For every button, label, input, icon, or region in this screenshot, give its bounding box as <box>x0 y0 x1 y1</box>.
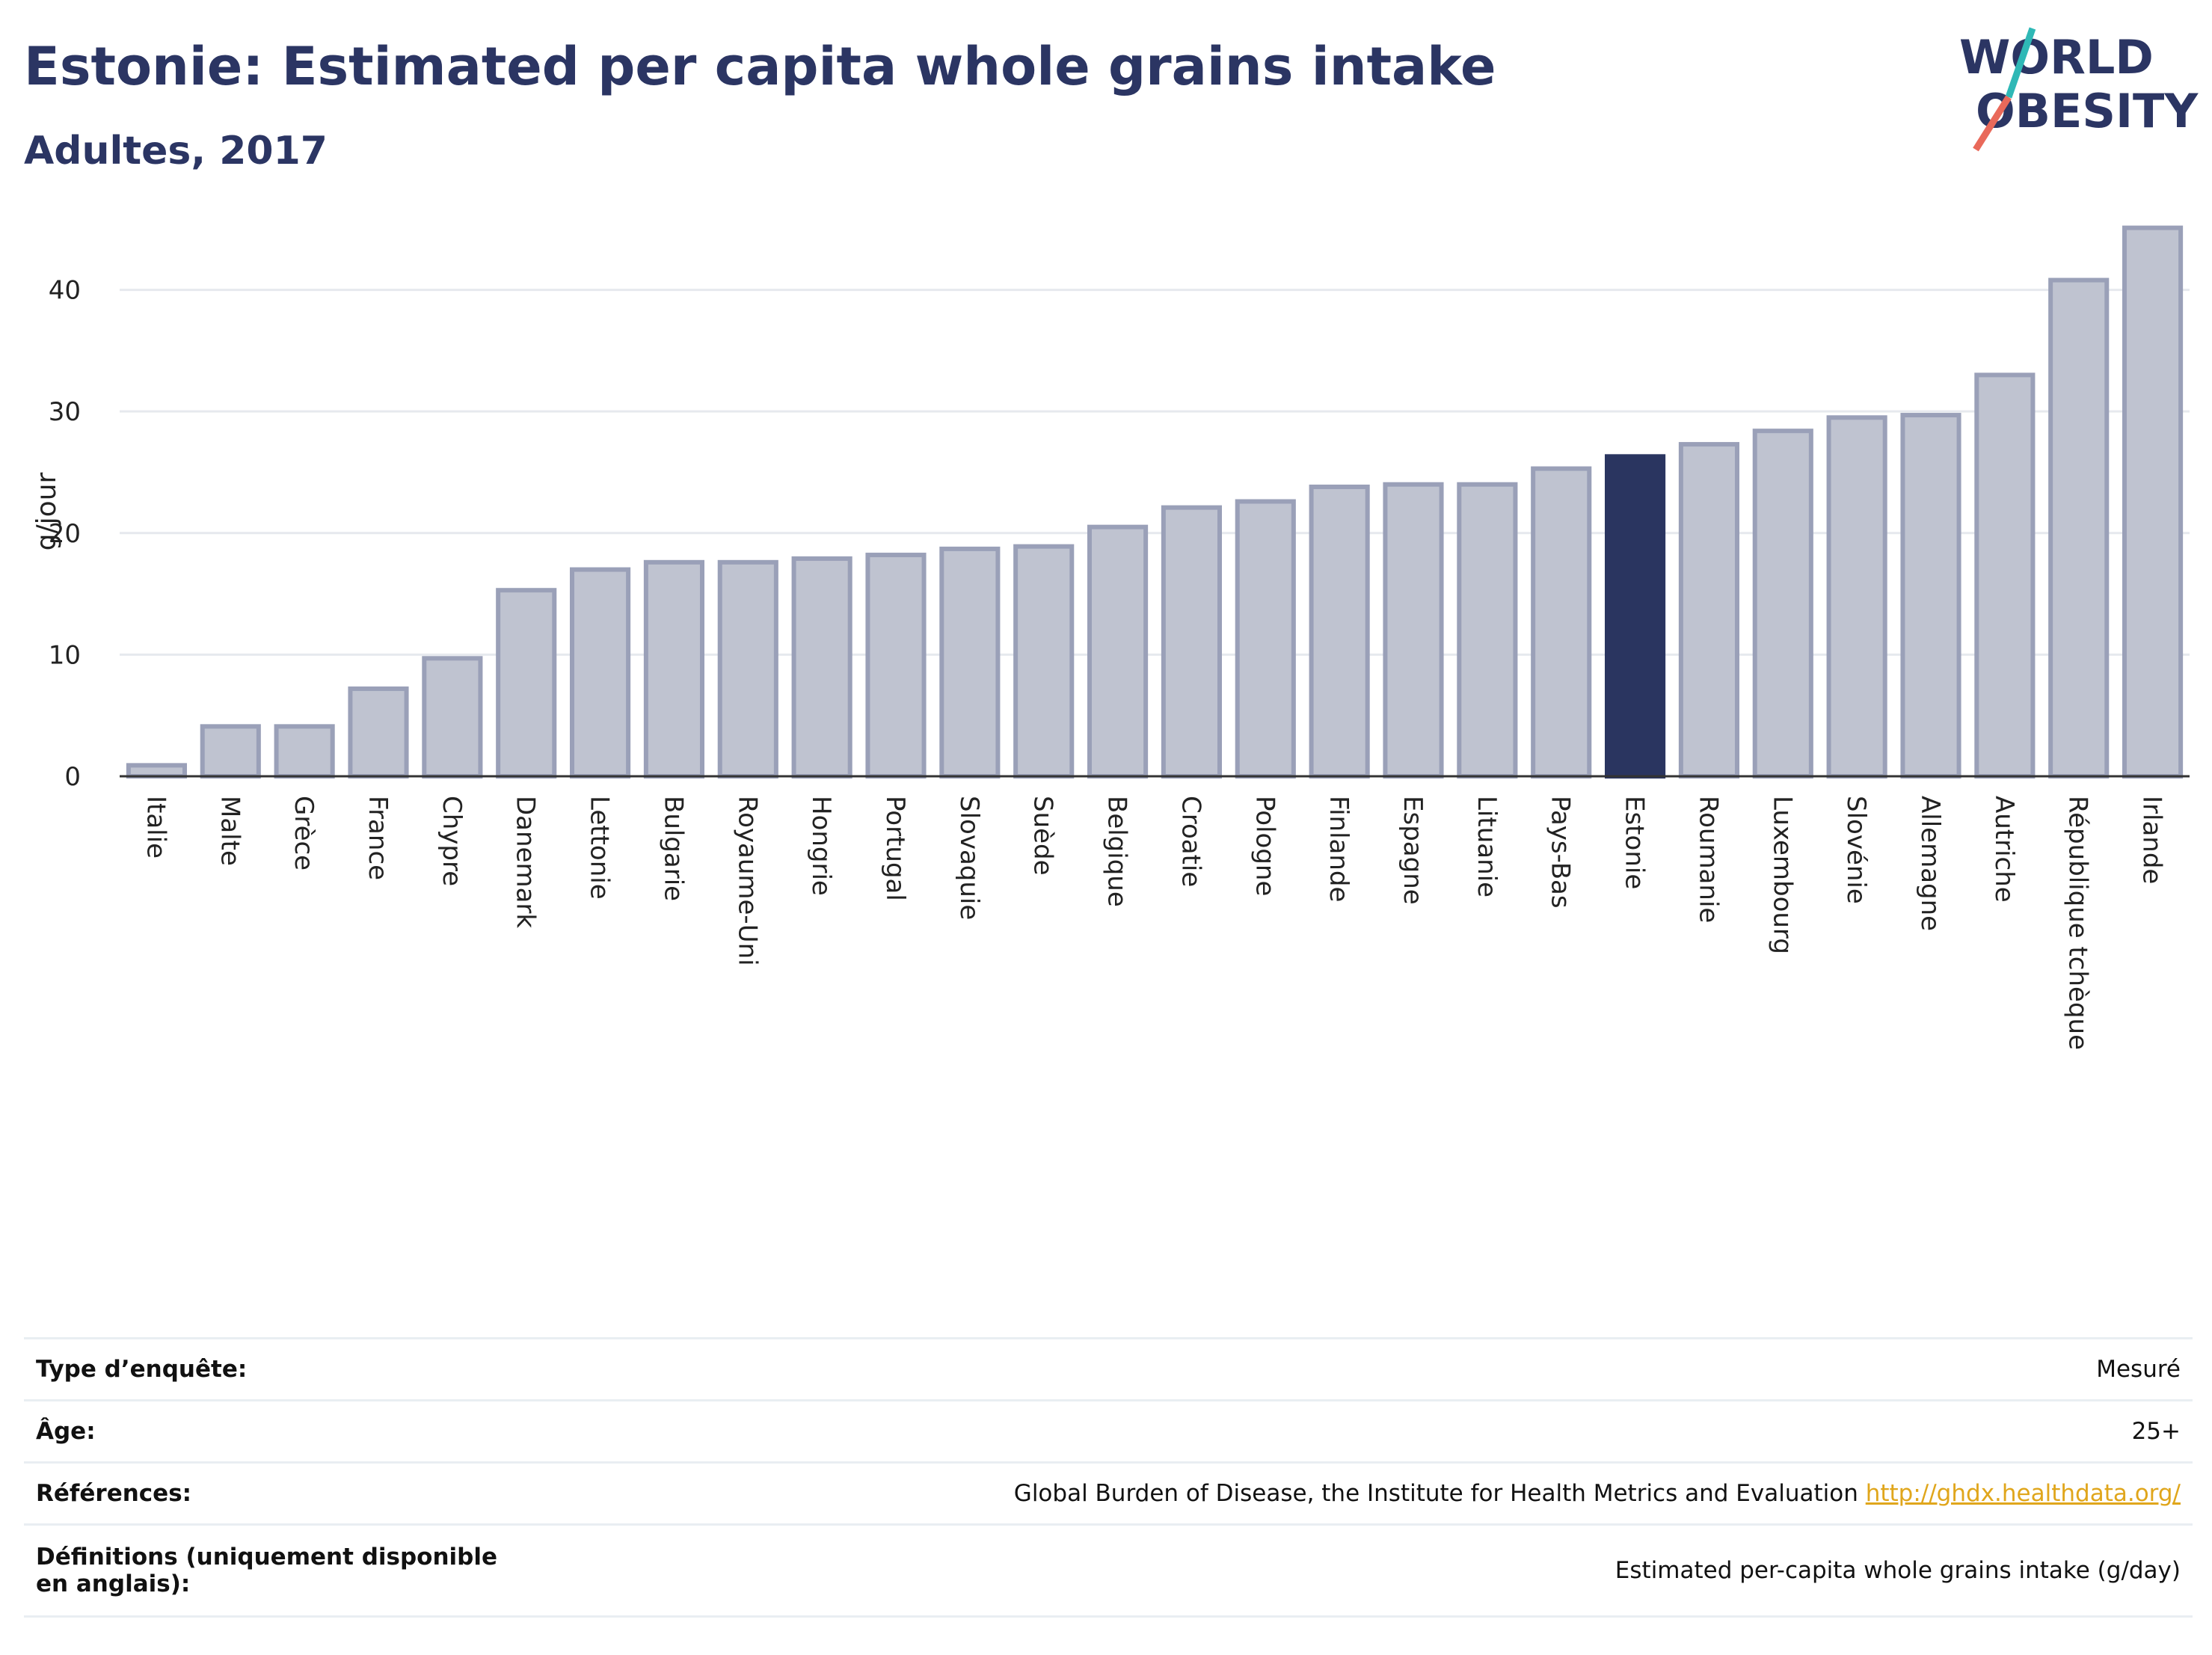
bar-chart: 0 10 20 30 40 g/jour Italie Malte Grèce France Chy… <box>31 225 2190 1050</box>
bar <box>2122 225 2184 779</box>
bar <box>1013 544 1075 779</box>
info-value: Global Burden of Disease, the Institute … <box>1014 1480 2181 1507</box>
bar <box>1309 484 1370 779</box>
x-tick-label: Lettonie <box>585 796 615 900</box>
x-tick-label: Hongrie <box>806 796 836 896</box>
logo-slash-coral <box>1973 95 2012 152</box>
info-label: Âge: <box>36 1418 96 1445</box>
bar <box>496 588 557 779</box>
info-table: Type d’enquête: Mesuré Âge: 25+ Référenc… <box>24 1337 2193 1618</box>
bar <box>1826 415 1887 779</box>
bar <box>1678 442 1739 779</box>
world-obesity-logo: WORLD OBESITY <box>1959 27 2199 152</box>
y-tick-label: 10 <box>49 640 81 670</box>
bar <box>2048 277 2110 779</box>
x-tick-label: Italie <box>141 796 170 859</box>
reference-link[interactable]: http://ghdx.healthdata.org/ <box>1865 1480 2181 1507</box>
x-tick-label: Croatie <box>1176 796 1205 887</box>
bar <box>717 559 778 779</box>
bar <box>1383 482 1444 779</box>
info-row-references: Références: Global Burden of Disease, th… <box>24 1461 2193 1523</box>
x-tick-label: Grèce <box>289 796 319 871</box>
bar <box>1457 482 1518 779</box>
x-tick-label: Slovaquie <box>954 796 984 920</box>
x-tick-label: Pays-Bas <box>1546 796 1576 909</box>
info-label: Définitions (uniquement disponible en an… <box>36 1544 498 1597</box>
info-label: Type d’enquête: <box>36 1356 248 1383</box>
y-tick-label: 30 <box>49 397 81 427</box>
bar <box>126 763 187 779</box>
x-tick-label: Danemark <box>511 796 541 928</box>
reference-text: Global Burden of Disease, the Institute … <box>1013 1480 1858 1507</box>
logo-line-1: WORLD <box>1959 30 2154 85</box>
chart-subtitle: Adultes, 2017 <box>24 129 328 174</box>
y-axis-label: g/jour <box>31 472 62 550</box>
info-row-definitions: Définitions (uniquement disponible en an… <box>24 1523 2193 1618</box>
bar <box>939 546 1001 779</box>
bar <box>1235 499 1296 779</box>
bar <box>200 724 261 779</box>
bar <box>1161 505 1222 779</box>
x-tick-label: Pologne <box>1250 796 1279 896</box>
info-row-age: Âge: 25+ <box>24 1399 2193 1461</box>
x-tick-label: Lituanie <box>1472 796 1502 897</box>
chart-title: Estonie: Estimated per capita whole grai… <box>24 36 1496 97</box>
bar <box>274 724 335 779</box>
x-tick-label: Malte <box>215 796 245 866</box>
x-tick-label: Bulgarie <box>658 796 688 901</box>
x-tick-label: Estonie <box>1620 796 1650 889</box>
logo-slash-teal <box>2005 27 2036 99</box>
bar <box>570 567 631 779</box>
x-tick-label: Royaume-Uni <box>732 796 762 966</box>
bar <box>865 553 927 779</box>
x-tick-label: Belgique <box>1102 796 1132 907</box>
x-tick-label: Espagne <box>1398 796 1428 905</box>
bar-highlighted <box>1605 454 1666 779</box>
bar <box>643 559 704 779</box>
x-tick-label: Slovénie <box>1841 796 1871 904</box>
x-tick-label: Finlande <box>1324 796 1354 902</box>
bar <box>1900 413 1961 779</box>
x-tick-label: Portugal <box>880 796 910 901</box>
x-tick-label: Irlande <box>2137 796 2167 884</box>
bar <box>1087 524 1149 779</box>
x-tick-label: Allemagne <box>1915 796 1945 931</box>
info-label: Références: <box>36 1480 192 1507</box>
info-row-survey-type: Type d’enquête: Mesuré <box>24 1337 2193 1399</box>
x-tick-label: Luxembourg <box>1767 796 1797 954</box>
bar <box>1752 429 1813 779</box>
x-tick-label: Chypre <box>437 796 467 886</box>
info-value: Mesuré <box>2096 1356 2181 1383</box>
x-tick-label: France <box>363 796 393 880</box>
y-tick-label: 40 <box>49 276 81 306</box>
x-tick-label: Autriche <box>1989 796 2019 903</box>
info-value: 25+ <box>2131 1418 2181 1445</box>
x-tick-label: Roumanie <box>1693 796 1723 923</box>
info-value: Estimated per-capita whole grains intake… <box>1615 1557 2181 1584</box>
bar <box>348 686 409 779</box>
x-tick-label: Suède <box>1028 796 1058 876</box>
bar <box>1974 372 2036 779</box>
bar <box>1531 466 1592 779</box>
y-tick-label: 0 <box>64 762 81 792</box>
y-tick-label: 20 <box>49 519 81 549</box>
bar <box>791 556 852 779</box>
x-tick-label: République tchèque <box>2063 796 2093 1050</box>
bar <box>422 656 483 779</box>
